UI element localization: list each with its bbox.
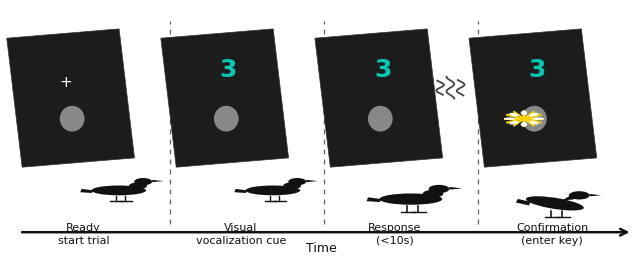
Ellipse shape xyxy=(422,190,444,198)
Text: 3: 3 xyxy=(374,58,392,82)
Polygon shape xyxy=(562,195,579,200)
Polygon shape xyxy=(516,199,530,205)
Ellipse shape xyxy=(504,117,516,120)
Ellipse shape xyxy=(91,186,146,195)
Polygon shape xyxy=(152,180,164,182)
Text: +: + xyxy=(60,75,73,90)
Ellipse shape xyxy=(509,113,519,117)
Ellipse shape xyxy=(283,182,301,189)
Ellipse shape xyxy=(214,106,239,132)
Ellipse shape xyxy=(429,185,449,193)
Polygon shape xyxy=(469,29,597,167)
Ellipse shape xyxy=(60,106,85,132)
Text: 3: 3 xyxy=(528,58,546,82)
Polygon shape xyxy=(7,29,135,167)
Polygon shape xyxy=(160,29,289,167)
Ellipse shape xyxy=(569,191,589,199)
Polygon shape xyxy=(315,29,443,167)
Ellipse shape xyxy=(517,116,531,122)
Ellipse shape xyxy=(509,121,519,125)
Ellipse shape xyxy=(245,186,300,195)
Ellipse shape xyxy=(129,182,147,189)
Ellipse shape xyxy=(134,178,152,185)
Polygon shape xyxy=(367,197,381,202)
Text: Time: Time xyxy=(306,243,336,255)
Text: Ready
start trial: Ready start trial xyxy=(58,223,109,246)
Text: Visual
vocalization cue: Visual vocalization cue xyxy=(196,223,286,246)
Ellipse shape xyxy=(532,117,544,120)
Ellipse shape xyxy=(379,194,442,205)
Polygon shape xyxy=(306,180,318,182)
Ellipse shape xyxy=(288,178,306,185)
Text: Response
(<10s): Response (<10s) xyxy=(368,223,422,246)
Polygon shape xyxy=(80,189,93,193)
Ellipse shape xyxy=(522,106,547,132)
Ellipse shape xyxy=(521,111,527,115)
Polygon shape xyxy=(589,194,602,196)
Ellipse shape xyxy=(521,122,527,127)
Text: 3: 3 xyxy=(220,58,238,82)
Polygon shape xyxy=(449,187,462,190)
Polygon shape xyxy=(234,189,247,193)
Ellipse shape xyxy=(368,106,393,132)
Ellipse shape xyxy=(529,121,539,125)
Text: Confirmation
(enter key): Confirmation (enter key) xyxy=(516,223,588,246)
Ellipse shape xyxy=(529,113,539,117)
Ellipse shape xyxy=(526,196,584,211)
